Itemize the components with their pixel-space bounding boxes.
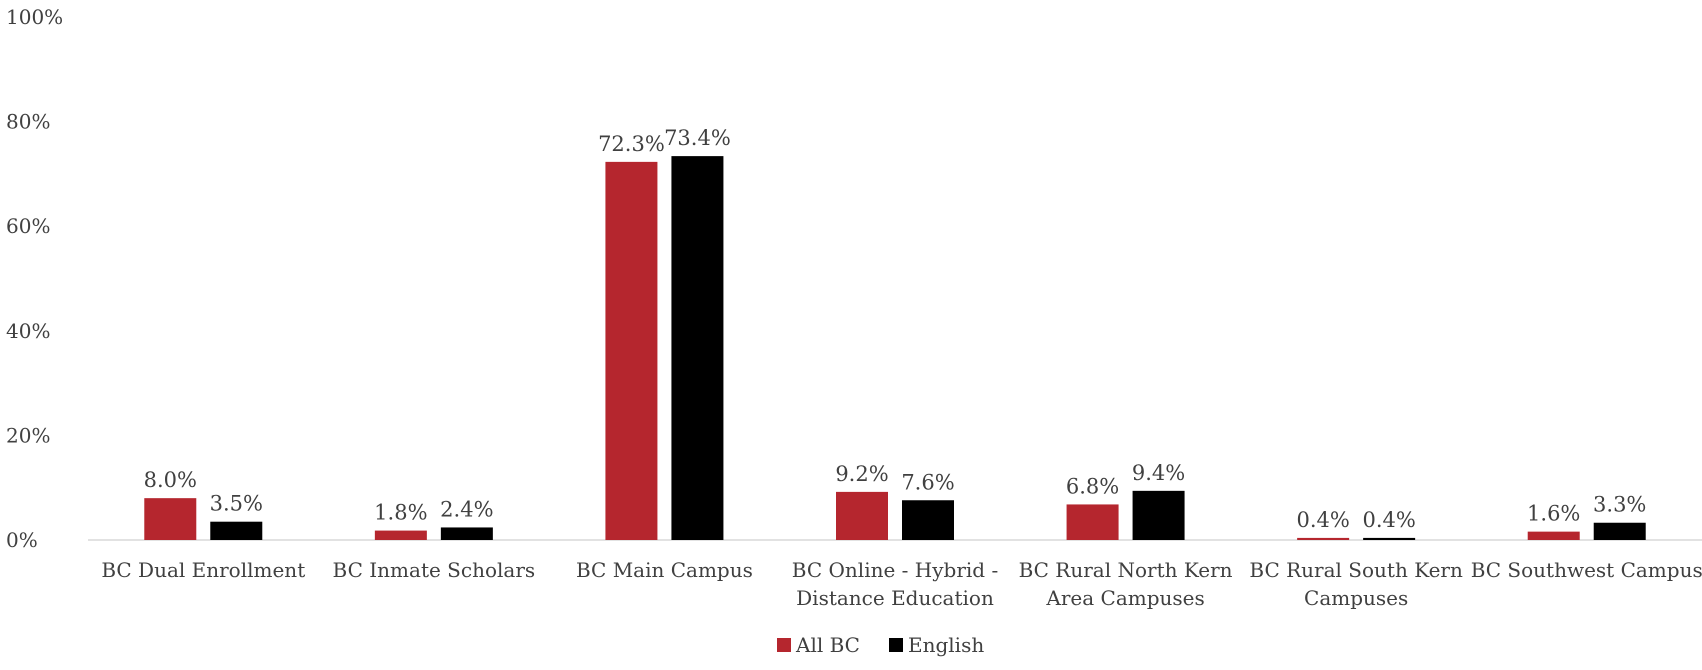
data-label: 0.4% (1362, 508, 1415, 532)
bar-english (1593, 522, 1646, 540)
x-category-label: BC Online - Hybrid - (792, 558, 998, 582)
y-tick-label: 60% (6, 214, 50, 238)
data-label: 0.4% (1296, 508, 1349, 532)
bar-english (902, 500, 954, 540)
data-label: 72.3% (598, 132, 665, 156)
bar-all-bc (374, 530, 427, 540)
data-label: 9.4% (1132, 461, 1185, 485)
data-label: 1.6% (1527, 502, 1580, 526)
legend-swatch (777, 638, 791, 652)
x-category-label: BC Rural North Kern (1019, 558, 1233, 582)
bar-all-bc (1066, 504, 1119, 540)
data-labels: 8.0% 3.5% 1.8% 2.4% 72.3% 73.4% 9.2% 7.6% 6.8% 9.… (144, 126, 1647, 532)
legend-swatch (889, 638, 903, 652)
bar-all-bc (605, 161, 658, 540)
y-tick-label: 80% (6, 110, 50, 134)
bar-all-bc (836, 491, 888, 540)
bar-english (210, 521, 263, 540)
data-label: 8.0% (144, 468, 197, 492)
y-tick-label: 100% (6, 5, 63, 29)
x-category-label: Distance Education (796, 586, 994, 610)
x-category-label: Area Campuses (1045, 586, 1204, 610)
data-label: 1.8% (374, 501, 427, 525)
data-label: 7.6% (901, 470, 954, 494)
y-tick-label: 20% (6, 423, 50, 447)
x-category-label: BC Southwest Campus (1471, 558, 1702, 582)
data-label: 73.4% (664, 126, 731, 150)
y-axis: 0% 20% 40% 60% 80% 100% (6, 5, 63, 552)
x-category-label: BC Main Campus (576, 558, 753, 582)
legend-label: All BC (795, 633, 860, 657)
data-label: 3.3% (1593, 493, 1646, 517)
data-label: 2.4% (440, 497, 493, 521)
bar-all-bc (1527, 531, 1580, 540)
bars (144, 156, 1646, 541)
x-category-label: BC Rural South Kern (1249, 558, 1463, 582)
legend-label: English (908, 633, 984, 657)
bar-english (1363, 537, 1416, 540)
bar-english (1132, 490, 1185, 540)
legend: All BC English (777, 633, 984, 657)
bar-english (440, 527, 493, 540)
y-tick-label: 40% (6, 319, 50, 343)
data-label: 3.5% (210, 492, 263, 516)
data-label: 9.2% (835, 462, 888, 486)
data-label: 6.8% (1066, 474, 1119, 498)
x-category-label: BC Inmate Scholars (333, 558, 536, 582)
bar-english (671, 156, 724, 541)
bar-all-bc (144, 498, 197, 540)
x-axis: BC Dual Enrollment BC Inmate Scholars BC M… (101, 558, 1702, 610)
y-tick-label: 0% (6, 528, 38, 552)
x-category-label: BC Dual Enrollment (101, 558, 305, 582)
bar-all-bc (1297, 537, 1350, 540)
x-category-label: Campuses (1304, 586, 1408, 610)
